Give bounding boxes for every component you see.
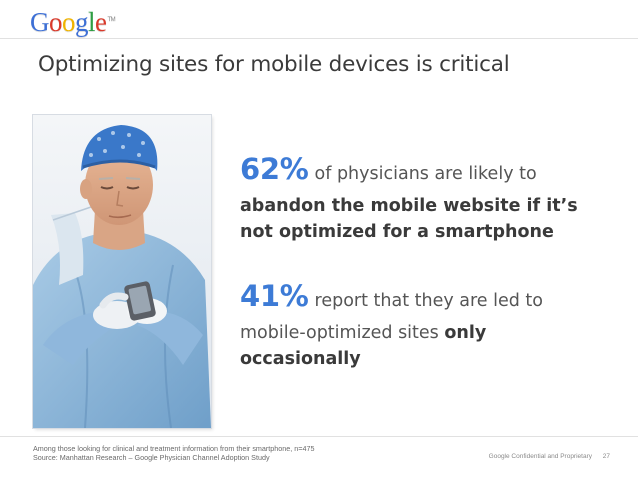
header-divider — [0, 38, 638, 39]
stat-41-line2: mobile-optimized sites only — [240, 320, 543, 346]
logo-letter-g2: g — [75, 7, 89, 37]
stat-41-text: report that they are led to — [314, 291, 543, 311]
logo-letter-e: e — [95, 7, 107, 37]
stat-62-text: of physicians are likely to — [314, 164, 537, 184]
trademark-mark: TM — [107, 17, 116, 23]
stat-62-first-line: 62% of physicians are likely to — [240, 150, 578, 193]
stat-41-line2-bold: only — [444, 323, 487, 343]
stat-percent-62: 62% — [240, 152, 309, 186]
stat-41-line3-bold: occasionally — [240, 349, 361, 369]
stat-41-line2-normal: mobile-optimized sites — [240, 323, 445, 343]
page-number: 27 — [602, 453, 610, 460]
stat-block-41: 41% report that they are led to mobile-op… — [240, 277, 543, 372]
footer-divider — [0, 436, 638, 437]
logo-letter-l: l — [88, 7, 96, 37]
slide-title: Optimizing sites for mobile devices is c… — [38, 52, 510, 77]
logo-letter-o1: o — [49, 7, 63, 37]
footnote: Among those looking for clinical and tre… — [33, 444, 314, 462]
google-logo: GoogleTM — [30, 4, 116, 37]
stat-41-first-line: 41% report that they are led to — [240, 277, 543, 320]
logo-letter-o2: o — [62, 7, 76, 37]
stat-62-bold-line1: abandon the mobile website if it’s — [240, 196, 578, 216]
physician-photo — [33, 115, 211, 428]
stat-62-bold-line2: not optimized for a smartphone — [240, 222, 554, 242]
footnote-sample: Among those looking for clinical and tre… — [33, 444, 315, 453]
footnote-source: Source: Manhattan Research – Google Phys… — [33, 453, 270, 462]
logo-letter-g1: G — [30, 7, 50, 37]
stat-percent-41: 41% — [240, 279, 309, 313]
stat-block-62: 62% of physicians are likely to abandon t… — [240, 150, 578, 245]
confidential-notice: Google Confidential and Proprietary — [488, 453, 592, 460]
